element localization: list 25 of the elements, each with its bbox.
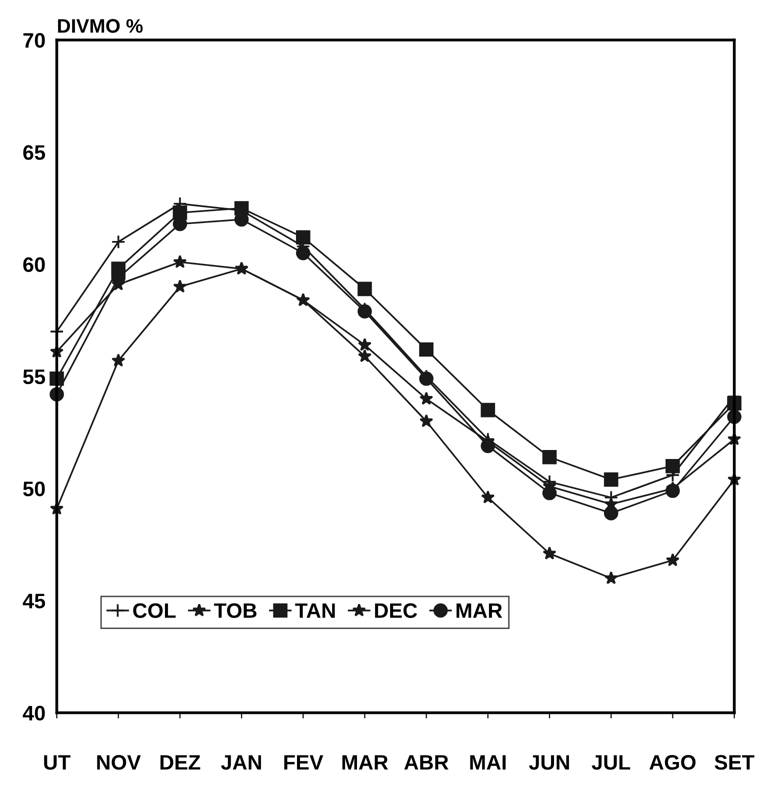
y-tick-label: 70 [23, 33, 45, 48]
x-tick-label: DEZ [160, 755, 200, 770]
x-tick-label: AGO [649, 754, 696, 770]
legend-label: TOB [214, 603, 256, 618]
y-tick-label: 55 [23, 370, 46, 384]
legend-label: TAN [295, 603, 335, 618]
legend-label: COL [133, 603, 176, 618]
x-tick-label: ABR [404, 755, 448, 770]
y-tick-label: 50 [23, 482, 45, 496]
x-tick-label: MAI [470, 755, 506, 770]
x-tick-label: SET [714, 754, 754, 770]
legend-label: DEC [375, 603, 418, 618]
x-tick-label: NOV [97, 754, 141, 770]
x-tick-label: MAR [342, 755, 388, 770]
y-tick-label: 40 [22, 706, 45, 721]
x-tick-label: JAN [221, 755, 261, 770]
legend-label: MAR [456, 603, 502, 618]
x-tick-label: UT [44, 755, 70, 770]
x-tick-label: FEV [284, 755, 324, 770]
y-axis-title: DIVMO % [58, 19, 143, 33]
x-tick-label: JUN [528, 755, 569, 770]
y-tick-label: 60 [23, 257, 45, 272]
y-tick-label: 65 [23, 145, 46, 160]
y-tick-label: 45 [22, 594, 46, 608]
x-tick-label: JUL [592, 755, 630, 770]
